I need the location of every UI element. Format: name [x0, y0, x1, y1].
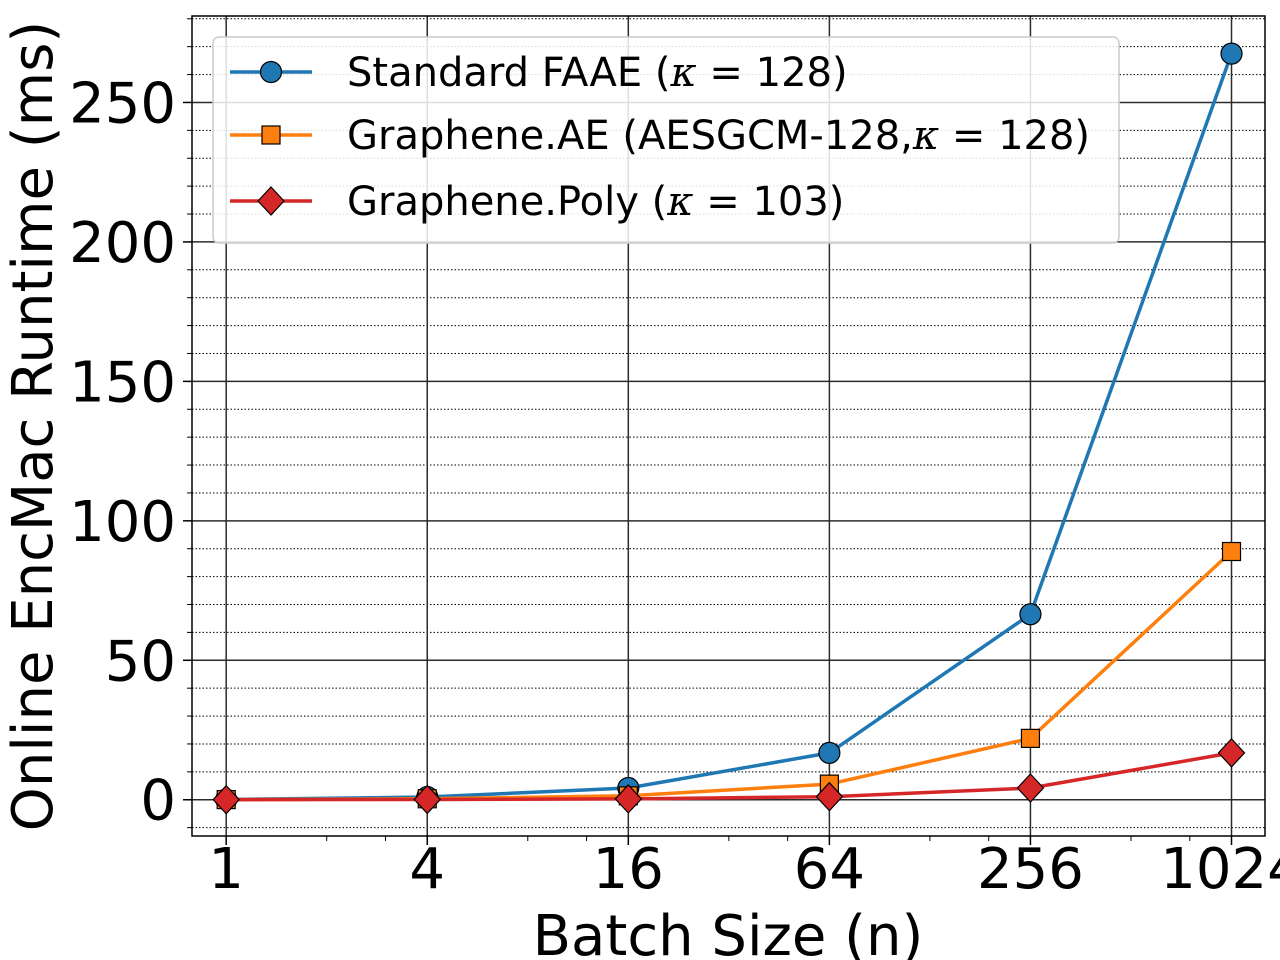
- legend-frame: [212, 36, 1120, 244]
- y-tick-label: 200: [69, 211, 176, 276]
- y-tick-label: 50: [105, 629, 176, 694]
- x-tick-label: 16: [593, 837, 664, 902]
- data-point-diamond: [1016, 773, 1045, 803]
- data-point-diamond: [413, 784, 442, 815]
- data-point-square: [1020, 728, 1041, 748]
- y-tick-labels: 0 50 100 150 200 250: [69, 71, 176, 833]
- data-point-circle: [818, 741, 841, 764]
- y-tick-label: 250: [69, 71, 176, 136]
- data-point-circle: [1019, 603, 1042, 626]
- y-tick-label: 150: [69, 350, 176, 415]
- x-tick-labels: 1 4 16 64 256 1024: [208, 837, 1280, 902]
- legend-marker-diamond: [257, 186, 285, 216]
- legend-label: Graphene.AE (AESGCM-128,κ = 128): [347, 113, 1090, 159]
- data-point-diamond: [1217, 738, 1246, 768]
- data-point-circle: [1220, 42, 1243, 65]
- legend-marker-square: [261, 125, 281, 145]
- legend-marker-circle: [259, 60, 283, 84]
- x-axis-label: Batch Size (n): [533, 904, 924, 960]
- minor-ticks: [187, 18, 1191, 841]
- x-tick-label: 1024: [1160, 837, 1280, 902]
- major-ticks: [183, 101, 1233, 845]
- y-tick-label: 100: [69, 490, 176, 555]
- series-line-diamond: [226, 751, 1232, 802]
- x-tick-label: 4: [409, 837, 445, 902]
- data-point-diamond: [614, 784, 643, 814]
- data-point-square: [1221, 541, 1242, 562]
- x-tick-label: 256: [977, 837, 1084, 902]
- legend-label: Graphene.Poly (κ = 103): [347, 179, 844, 225]
- legend: Standard FAAE (κ = 128) Graphene.AE (AESG…: [212, 36, 1120, 244]
- series-markers: [212, 42, 1246, 815]
- x-tick-label: 1: [208, 837, 244, 902]
- y-axis-label: Online EncMac Runtime (ms): [1, 21, 66, 831]
- data-point-diamond: [815, 781, 844, 812]
- legend-label: Standard FAAE (κ = 128): [347, 50, 848, 96]
- data-point-diamond: [212, 784, 241, 815]
- series-lines: [226, 53, 1234, 802]
- x-tick-label: 64: [794, 837, 865, 902]
- y-tick-label: 0: [140, 769, 176, 834]
